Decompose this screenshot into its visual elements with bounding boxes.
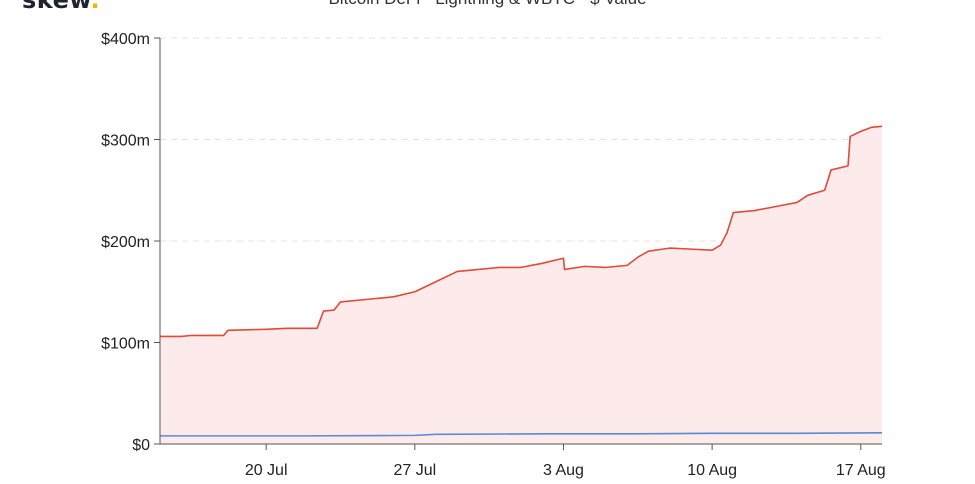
skew-logo: skew. [22, 0, 100, 14]
y-tick-label: $200m [101, 234, 150, 251]
series-1-line [160, 125, 883, 338]
series-2-line [160, 432, 883, 437]
logo-dot: . [90, 0, 101, 14]
x-tick-label: 20 Jul [245, 462, 288, 479]
chart-title: Bitcoin DeFi - Lightning & WBTC - $ Valu… [0, 0, 975, 9]
x-tick-label: 27 Jul [393, 462, 436, 479]
x-tick-label: 17 Aug [836, 462, 886, 479]
y-tick-label: $300m [101, 133, 150, 150]
y-tick-label: $100m [101, 336, 150, 353]
series-1-area [160, 126, 882, 444]
logo-text: skew [22, 0, 91, 14]
y-tick-label: $0 [132, 437, 150, 454]
x-tick-label: 10 Aug [687, 462, 737, 479]
x-tick-label: 3 Aug [543, 462, 584, 479]
y-tick-label: $400m [101, 31, 150, 48]
